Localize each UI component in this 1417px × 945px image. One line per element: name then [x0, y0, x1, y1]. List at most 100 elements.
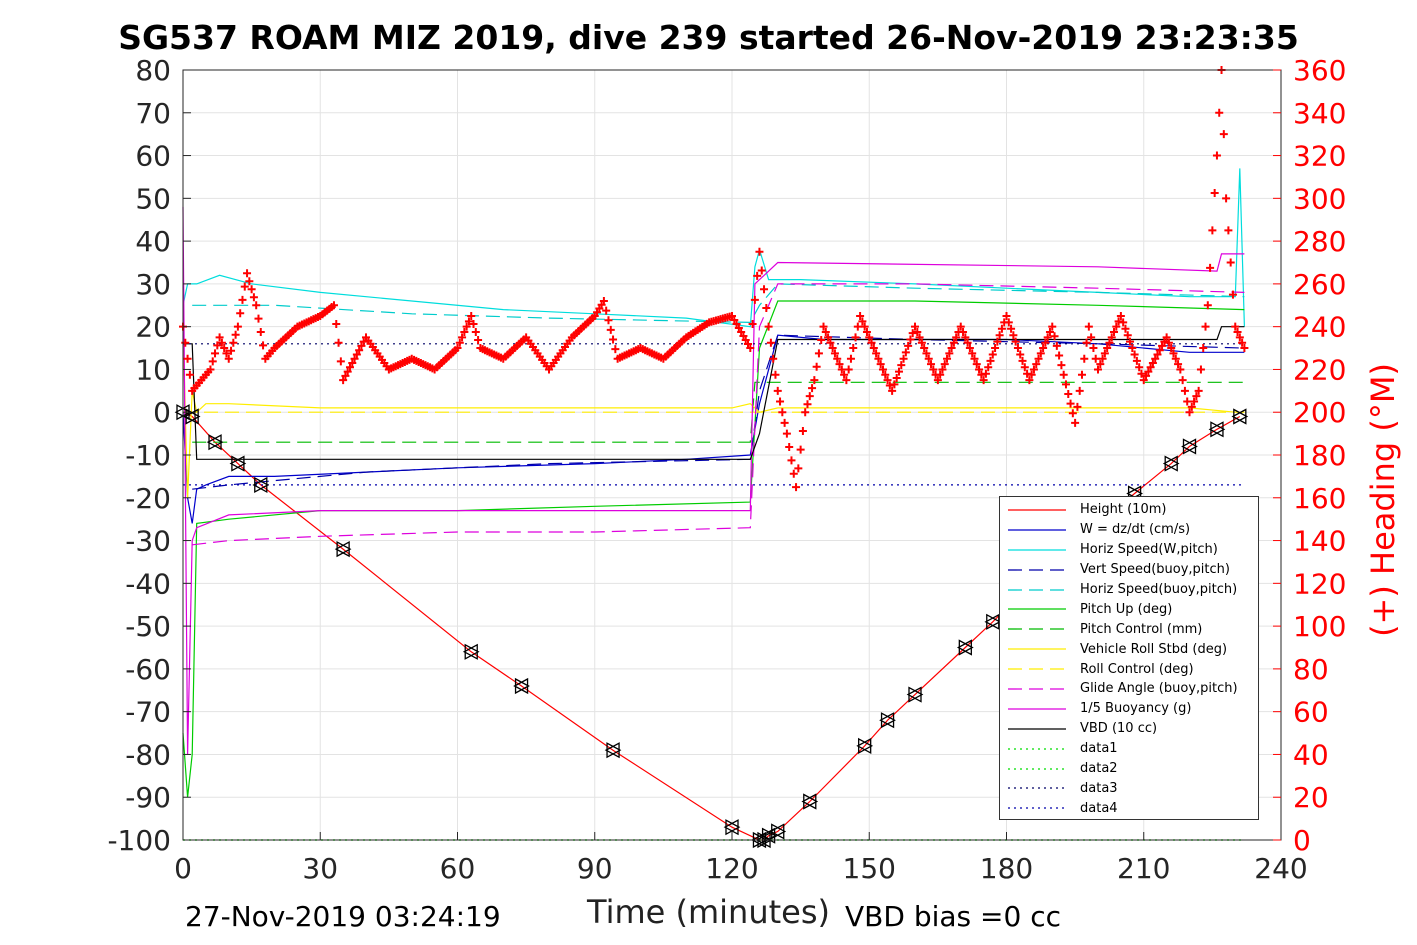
- heading-point: [810, 376, 819, 385]
- legend-item: data4: [1000, 798, 1258, 818]
- height-marker: [956, 639, 972, 656]
- heading-point: [776, 397, 785, 406]
- heading-point: [1222, 194, 1231, 203]
- legend-label: W = dz/dt (cm/s): [1080, 522, 1191, 538]
- heading-point: [746, 344, 755, 353]
- heading-point: [222, 349, 231, 358]
- y2-tick-label: 180: [1293, 439, 1346, 472]
- legend-item: Height (10m): [1000, 500, 1258, 520]
- heading-point: [604, 316, 613, 325]
- legend-item: Roll Control (deg): [1000, 659, 1258, 679]
- heading-point: [933, 376, 942, 385]
- heading-point: [1132, 356, 1141, 365]
- heading-point: [1110, 328, 1119, 337]
- heading-point: [1128, 344, 1137, 353]
- y-tick-label: 30: [135, 268, 171, 301]
- y2-tick-label: 160: [1293, 482, 1346, 515]
- heading-point: [1155, 346, 1164, 355]
- heading-point: [455, 338, 464, 347]
- heading-point: [1190, 397, 1199, 406]
- legend-swatch: [1008, 608, 1066, 611]
- height-marker: [1162, 455, 1178, 472]
- heading-point: [885, 381, 894, 390]
- legend-swatch: [1008, 688, 1066, 690]
- heading-point: [849, 344, 858, 353]
- x-tick-label: 150: [843, 852, 896, 885]
- heading-point: [762, 303, 771, 312]
- x-tick-label: 120: [705, 852, 758, 885]
- series-line: [182, 326, 1245, 498]
- series-line: [192, 283, 1245, 324]
- heading-point: [233, 322, 242, 331]
- heading-point: [1162, 333, 1171, 342]
- heading-point: [467, 311, 476, 320]
- heading-point: [913, 328, 922, 337]
- legend-item: VBD (10 cc): [1000, 719, 1258, 739]
- y2-tick-label: 260: [1293, 268, 1346, 301]
- heading-point: [1082, 338, 1091, 347]
- heading-point: [936, 370, 945, 379]
- series-line: [182, 206, 1245, 755]
- legend-item: data2: [1000, 759, 1258, 779]
- heading-point: [808, 384, 817, 393]
- heading-point: [986, 356, 995, 365]
- y-tick-label: -20: [125, 482, 171, 515]
- y-tick-label: 80: [135, 54, 171, 87]
- heading-point: [1160, 337, 1169, 346]
- heading-point: [256, 328, 265, 337]
- heading-point: [840, 370, 849, 379]
- y2-tick-label: 0: [1293, 824, 1311, 857]
- heading-point: [744, 340, 753, 349]
- legend-item: data3: [1000, 778, 1258, 798]
- legend-label: 1/5 Buoyancy (g): [1080, 701, 1192, 717]
- heading-point: [474, 336, 483, 345]
- heading-point: [819, 322, 828, 331]
- heading-point: [220, 344, 229, 353]
- height-marker: [984, 613, 1000, 630]
- legend-label: Horiz Speed(W,pitch): [1080, 542, 1218, 558]
- heading-point: [464, 317, 473, 326]
- heading-point: [894, 367, 903, 376]
- heading-point: [247, 285, 256, 294]
- heading-point: [956, 322, 965, 331]
- y2-tick-label: 280: [1293, 225, 1346, 258]
- x-tick-label: 60: [440, 852, 476, 885]
- heading-point: [997, 324, 1006, 333]
- y-tick-label: -90: [125, 781, 171, 814]
- heading-point: [471, 328, 480, 337]
- heading-point: [1059, 370, 1068, 379]
- heading-point: [981, 369, 990, 378]
- legend-item: Pitch Control (mm): [1000, 619, 1258, 639]
- heading-point: [1192, 392, 1201, 401]
- heading-point: [764, 322, 773, 331]
- heading-point: [846, 354, 855, 363]
- heading-point: [1105, 338, 1114, 347]
- heading-point: [1228, 290, 1237, 299]
- heading-point: [1146, 363, 1155, 372]
- heading-point: [805, 392, 814, 401]
- heading-point: [1045, 328, 1054, 337]
- heading-point: [1139, 376, 1148, 385]
- heading-point: [862, 328, 871, 337]
- heading-point: [755, 247, 764, 256]
- heading-point: [915, 333, 924, 342]
- heading-point: [739, 332, 748, 341]
- height-marker: [229, 455, 245, 472]
- y-tick-label: 20: [135, 311, 171, 344]
- heading-point: [1171, 354, 1180, 363]
- legend: Height (10m) W = dz/dt (cm/s) Horiz Speed(…: [999, 496, 1259, 820]
- heading-point: [924, 354, 933, 363]
- heading-point: [1020, 363, 1029, 372]
- heading-point: [1098, 354, 1107, 363]
- heading-point: [1167, 344, 1176, 353]
- y-tick-label: 0: [153, 396, 171, 429]
- heading-point: [1077, 370, 1086, 379]
- heading-point: [1114, 317, 1123, 326]
- heading-point: [1219, 130, 1228, 139]
- heading-point: [940, 360, 949, 369]
- legend-label: Horiz Speed(buoy,pitch): [1080, 582, 1238, 597]
- heading-point: [945, 349, 954, 358]
- legend-swatch: [1008, 767, 1066, 770]
- heading-point: [753, 271, 762, 280]
